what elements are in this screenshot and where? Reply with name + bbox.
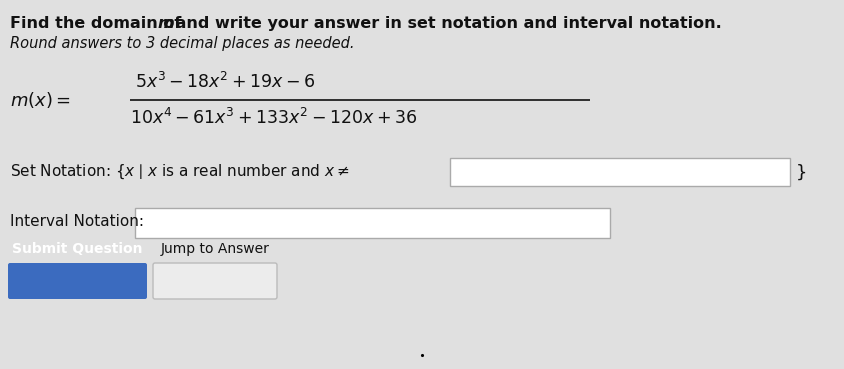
- Text: $10x^4 - 61x^3 + 133x^2 - 120x + 36$: $10x^4 - 61x^3 + 133x^2 - 120x + 36$: [130, 108, 417, 128]
- FancyBboxPatch shape: [450, 158, 789, 186]
- Text: Find the domain of: Find the domain of: [10, 16, 187, 31]
- Text: $\}$: $\}$: [794, 162, 805, 182]
- Text: $m(x) =$: $m(x) =$: [10, 90, 71, 110]
- Text: $5x^3 - 18x^2 + 19x - 6$: $5x^3 - 18x^2 + 19x - 6$: [135, 72, 315, 92]
- Text: Interval Notation:: Interval Notation:: [10, 214, 143, 230]
- Text: Jump to Answer: Jump to Answer: [160, 242, 269, 256]
- Text: and write your answer in set notation and interval notation.: and write your answer in set notation an…: [170, 16, 721, 31]
- FancyBboxPatch shape: [153, 263, 277, 299]
- Text: Round answers to 3 decimal places as needed.: Round answers to 3 decimal places as nee…: [10, 36, 354, 51]
- FancyBboxPatch shape: [8, 263, 147, 299]
- Text: Submit Question: Submit Question: [12, 242, 143, 256]
- Text: m: m: [158, 16, 175, 31]
- Text: Set Notation: $\{x \mid x$ is a real number and $x \neq$: Set Notation: $\{x \mid x$ is a real num…: [10, 163, 349, 181]
- FancyBboxPatch shape: [135, 208, 609, 238]
